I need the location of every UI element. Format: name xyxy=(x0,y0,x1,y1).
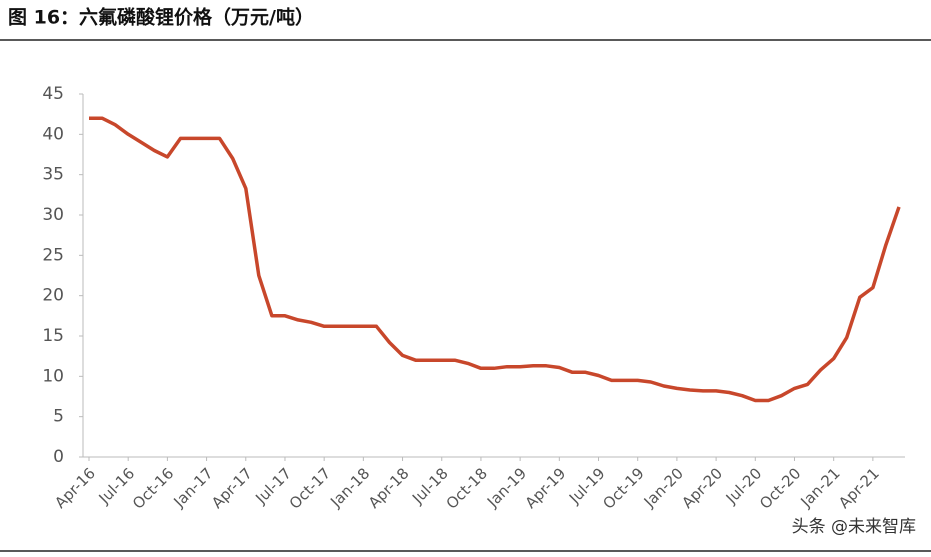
y-tick-label: 40 xyxy=(42,124,64,144)
x-tick-label: Apr-16 xyxy=(51,464,99,512)
watermark: 头条 @未来智库 xyxy=(792,517,916,537)
x-tick-label: Oct-16 xyxy=(129,464,177,512)
y-tick-label: 0 xyxy=(53,447,64,467)
chart-title: 图 16：六氟磷酸锂价格（万元/吨） xyxy=(8,6,314,29)
price-line xyxy=(89,116,901,403)
y-tick-label: 5 xyxy=(53,407,64,427)
x-tick-label: Oct-18 xyxy=(443,464,491,512)
x-tick-label: Oct-17 xyxy=(286,464,334,512)
x-tick-label: Jan-19 xyxy=(483,464,530,511)
y-tick-label: 10 xyxy=(42,366,64,386)
x-tick-label: Apr-17 xyxy=(208,464,256,512)
y-tick-label: 35 xyxy=(42,165,64,185)
x-tick-label: Apr-20 xyxy=(678,464,726,512)
y-tick-label: 30 xyxy=(42,205,64,225)
x-tick-label: Oct-19 xyxy=(599,464,647,512)
y-tick-label: 45 xyxy=(42,84,64,104)
y-tick-label: 20 xyxy=(42,286,64,306)
x-tick-label: Apr-21 xyxy=(835,464,883,512)
x-tick-label: Jan-20 xyxy=(640,464,687,511)
x-tick-label: Jan-21 xyxy=(797,464,844,511)
x-tick-label: Apr-18 xyxy=(365,464,413,512)
x-tick-label: Oct-20 xyxy=(756,464,804,512)
y-tick-label: 25 xyxy=(42,245,64,265)
y-tick-label: 15 xyxy=(42,326,64,346)
x-tick-label: Apr-19 xyxy=(522,464,570,512)
x-tick-label: Jan-17 xyxy=(169,464,216,511)
x-tick-label: Jan-18 xyxy=(326,464,373,511)
